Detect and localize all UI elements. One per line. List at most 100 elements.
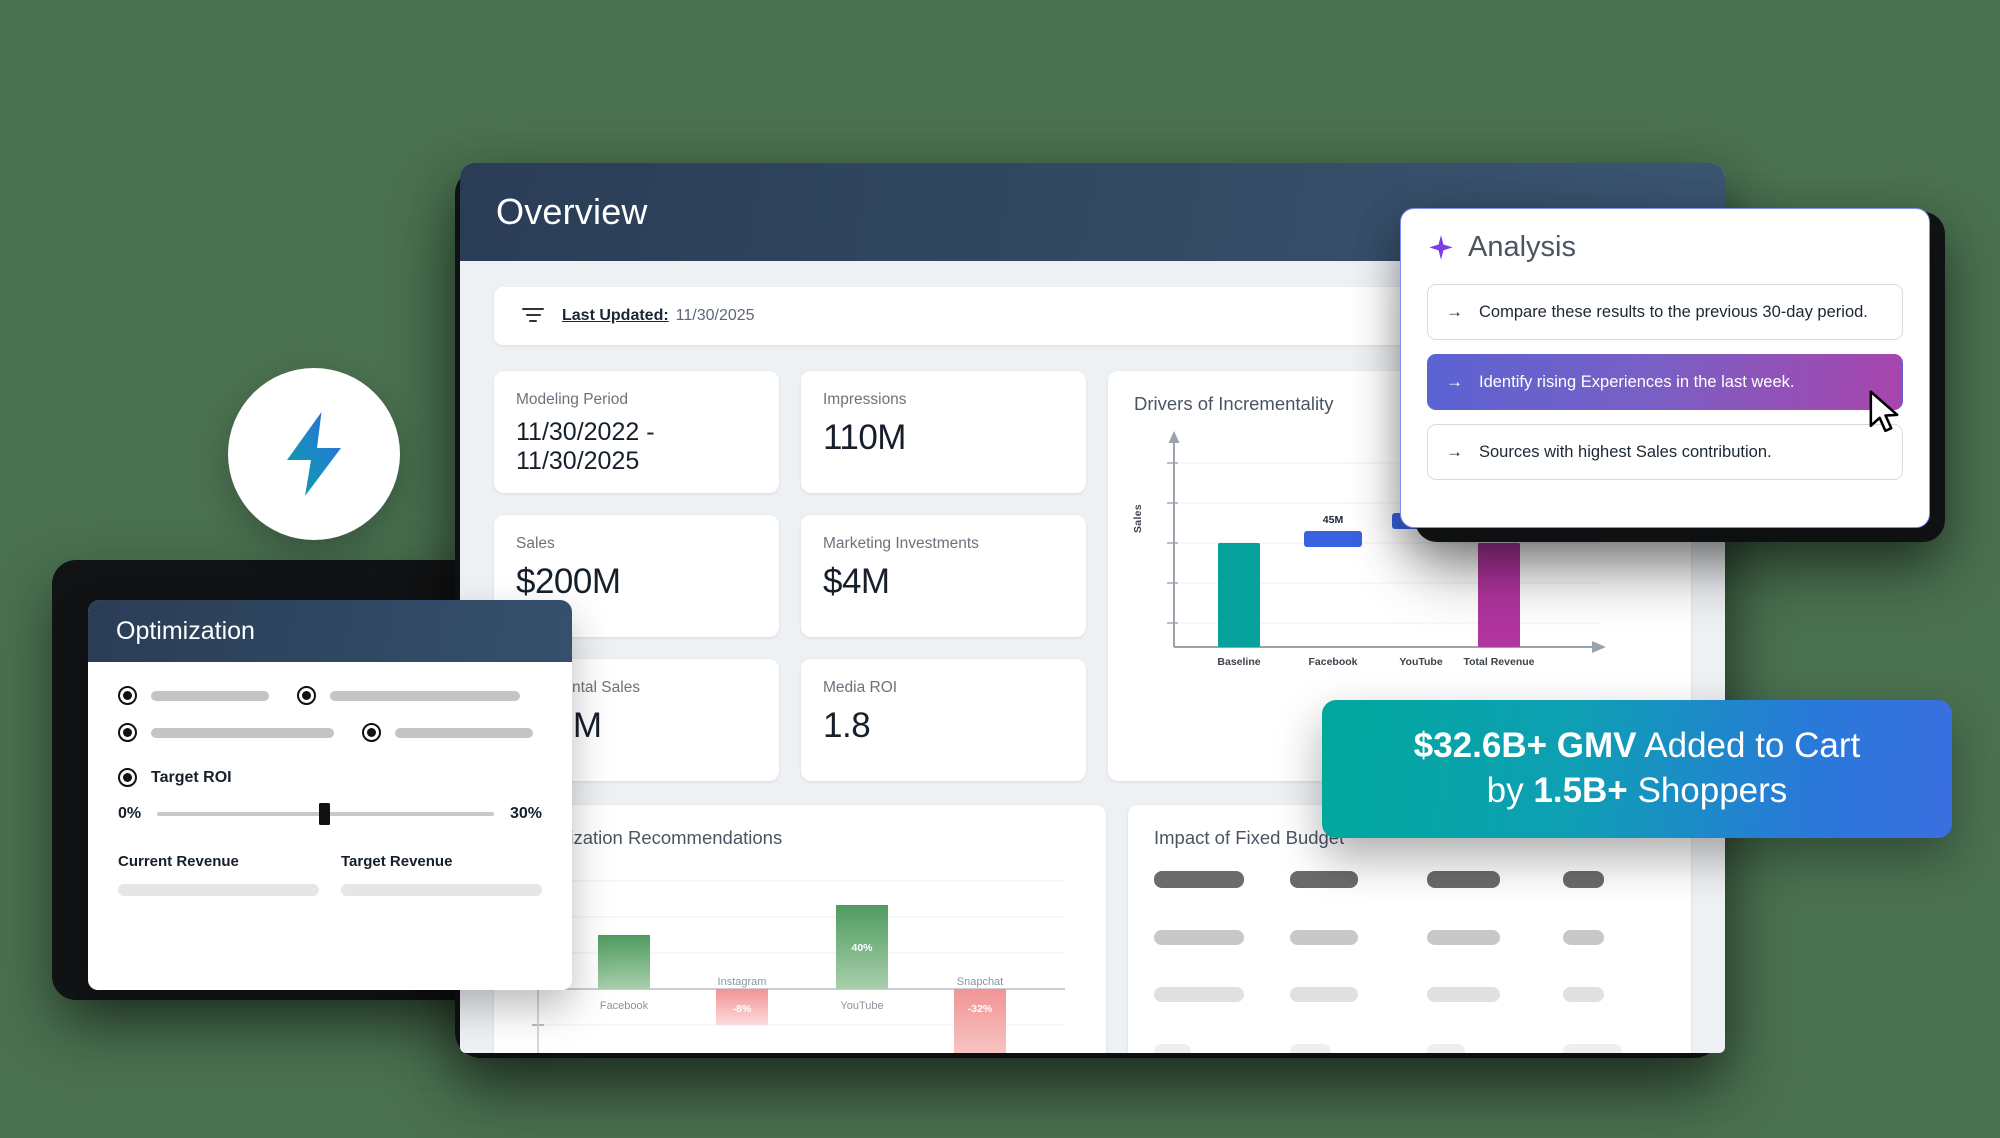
svg-text:Facebook: Facebook xyxy=(600,1000,649,1012)
skeleton-cell xyxy=(1562,871,1604,888)
skeleton-label xyxy=(330,690,520,701)
analysis-suggestion-label: Compare these results to the previous 30… xyxy=(1479,302,1868,321)
app-logo-badge xyxy=(228,368,400,540)
y-axis-label: Sales xyxy=(1132,504,1144,533)
optimization-window: Optimization Target ROI 0% xyxy=(88,600,572,990)
skeleton-cell xyxy=(1154,1044,1191,1053)
svg-text:45M: 45M xyxy=(1323,514,1344,526)
svg-text:Snapchat: Snapchat xyxy=(957,976,1003,988)
skeleton-cell xyxy=(1426,1044,1466,1053)
bottom-panels-grid: Optimization Recommendations xyxy=(494,805,1691,1053)
analysis-suggestion-label: Identify rising Experiences in the last … xyxy=(1479,372,1795,391)
analysis-suggestion-label: Sources with highest Sales contribution. xyxy=(1479,442,1772,461)
skeleton-table xyxy=(1154,871,1665,1053)
kpi-card-impressions[interactable]: Impressions 110M xyxy=(801,371,1086,493)
slider-min-label: 0% xyxy=(118,805,142,822)
skeleton-cell xyxy=(1290,930,1358,945)
skeleton-label xyxy=(395,727,533,738)
kpi-card-modeling-period[interactable]: Modeling Period 11/30/2022 - 11/30/2025 xyxy=(494,371,779,493)
skeleton-cell xyxy=(1290,987,1358,1002)
recommendations-svg: Facebook Instagram -8% 40% YouTube Snapc xyxy=(532,865,1065,1053)
target-revenue-block: Target Revenue xyxy=(341,853,542,896)
gmv-banner: $32.6B+ GMV Added to Cart by 1.5B+ Shopp… xyxy=(1322,700,1952,838)
kpi-label: Marketing Investments xyxy=(823,535,979,552)
skeleton-value xyxy=(118,884,319,896)
skeleton-cell xyxy=(1426,987,1501,1002)
skeleton-label xyxy=(151,690,269,701)
page-title: Overview xyxy=(496,191,648,232)
revenue-row: Current Revenue Target Revenue xyxy=(118,853,542,896)
radio-button[interactable] xyxy=(118,686,137,705)
slider-track[interactable] xyxy=(157,803,494,825)
radio-button[interactable] xyxy=(297,686,316,705)
target-revenue-label: Target Revenue xyxy=(341,853,453,870)
target-roi-label: Target ROI xyxy=(151,768,232,786)
skeleton-value xyxy=(341,884,542,896)
gmv-shoppers-count: 1.5B+ xyxy=(1533,771,1628,810)
skeleton-cell xyxy=(1562,930,1604,945)
svg-text:YouTube: YouTube xyxy=(1399,656,1443,668)
optimization-option-row-1 xyxy=(118,686,542,705)
slider-max-label: 30% xyxy=(509,805,542,822)
skeleton-cell xyxy=(1426,930,1501,945)
analysis-suggestion-1[interactable]: → Compare these results to the previous … xyxy=(1427,284,1903,340)
kpi-card-media-roi[interactable]: Media ROI 1.8 xyxy=(801,659,1086,781)
svg-text:Facebook: Facebook xyxy=(1308,656,1357,668)
kpi-label: Impressions xyxy=(823,391,907,408)
radio-button-target-roi[interactable] xyxy=(118,768,137,787)
target-roi-slider[interactable]: 0% 30% xyxy=(118,803,542,825)
kpi-card-marketing-investments[interactable]: Marketing Investments $4M xyxy=(801,515,1086,637)
gmv-line-1: $32.6B+ GMV Added to Cart xyxy=(1414,724,1861,769)
lightning-bolt-icon xyxy=(287,412,341,496)
gmv-line-2-pre: by xyxy=(1486,771,1534,810)
svg-text:40%: 40% xyxy=(851,942,873,954)
table-row xyxy=(1154,1044,1665,1053)
kpi-label: Modeling Period xyxy=(516,391,629,408)
kpi-value: 110M xyxy=(823,418,906,457)
arrow-right-icon: → xyxy=(1446,372,1463,391)
skeleton-cell xyxy=(1154,987,1244,1002)
impact-of-fixed-budget-panel: Impact of Fixed Budget xyxy=(1128,805,1691,1053)
analysis-header: Analysis xyxy=(1427,231,1903,264)
sparkle-icon xyxy=(1429,234,1453,260)
kpi-value: $4M xyxy=(823,562,890,601)
dashboard-window: Overview Last Updated: 11/30/2025 Modeli… xyxy=(460,163,1725,1053)
optimization-body: Target ROI 0% 30% Current Revenue Target… xyxy=(88,662,572,896)
recommendations-chart: Facebook Instagram -8% 40% YouTube Snapc xyxy=(520,857,1080,1053)
kpi-label: Sales xyxy=(516,535,555,552)
table-row xyxy=(1154,871,1665,888)
last-updated-label: Last Updated: xyxy=(562,307,669,324)
svg-text:Total Revenue: Total Revenue xyxy=(1464,656,1535,668)
radio-button[interactable] xyxy=(118,723,137,742)
filter-icon[interactable] xyxy=(522,308,544,324)
optimization-header: Optimization xyxy=(88,600,572,662)
skeleton-cell xyxy=(1290,871,1358,888)
slider-thumb[interactable] xyxy=(318,803,330,825)
radio-button[interactable] xyxy=(362,723,381,742)
skeleton-cell xyxy=(1290,1044,1332,1053)
optimization-title: Optimization xyxy=(116,616,255,645)
skeleton-cell xyxy=(1562,1044,1623,1053)
analysis-suggestion-2[interactable]: → Identify rising Experiences in the las… xyxy=(1427,354,1903,410)
svg-text:-32%: -32% xyxy=(968,1003,993,1015)
mouse-pointer-icon xyxy=(1869,390,1899,433)
target-roi-row[interactable]: Target ROI xyxy=(118,768,542,787)
gmv-line-1-rest: Added to Cart xyxy=(1636,726,1861,766)
gmv-line-2-rest: Shoppers xyxy=(1627,771,1788,810)
panel-title: Optimization Recommendations xyxy=(520,827,783,848)
analysis-suggestion-3[interactable]: → Sources with highest Sales contributio… xyxy=(1427,424,1903,480)
skeleton-cell xyxy=(1562,987,1604,1002)
current-revenue-block: Current Revenue xyxy=(118,853,319,896)
analysis-title: Analysis xyxy=(1468,231,1576,263)
gmv-line-2: by 1.5B+ Shoppers xyxy=(1487,769,1788,814)
skeleton-cell xyxy=(1154,871,1244,888)
svg-text:-8%: -8% xyxy=(733,1003,752,1015)
svg-text:Baseline: Baseline xyxy=(1217,656,1260,668)
kpi-value: $200M xyxy=(516,562,621,601)
table-row xyxy=(1154,930,1665,945)
skeleton-label xyxy=(151,727,334,738)
skeleton-cell xyxy=(1154,930,1244,945)
skeleton-cell xyxy=(1426,871,1501,888)
gmv-amount: $32.6B+ GMV xyxy=(1413,726,1637,766)
